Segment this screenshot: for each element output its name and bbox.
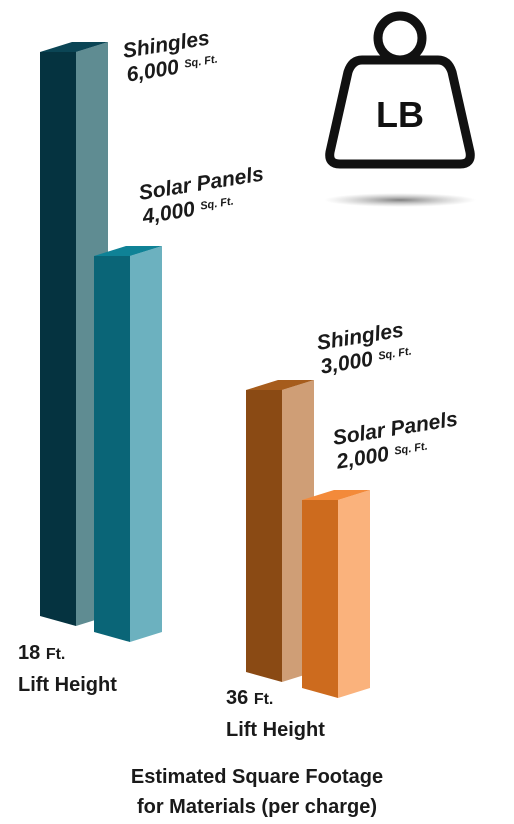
bar-18ft-solar-panels — [94, 246, 162, 642]
bar-front-face — [302, 500, 338, 698]
weight-icon: LB — [324, 11, 476, 207]
bar-top-face — [302, 490, 370, 500]
bar-label-unit: Sq. Ft. — [393, 440, 428, 457]
caption-line-1: Estimated Square Footage — [130, 766, 384, 788]
bar-label-unit: Sq. Ft. — [183, 53, 218, 70]
bar-label-name: Solar Panels — [331, 408, 459, 450]
lift-value: 18 — [18, 642, 41, 664]
lift-height-36: 36 Ft. Lift Height — [226, 683, 325, 745]
bar-top-face — [40, 42, 108, 52]
bar-top-face — [94, 246, 162, 256]
bar-label-solar-panels: Solar Panels2,000 Sq. Ft. — [330, 408, 463, 474]
lift-label: Lift Height — [18, 674, 117, 696]
chart-caption: Estimated Square Footage for Materials (… — [0, 762, 514, 822]
bar-label-solar-panels: Solar Panels4,000 Sq. Ft. — [136, 163, 269, 229]
bar-36ft-solar-panels — [302, 490, 370, 698]
lift-value: 36 — [226, 687, 249, 709]
bar-front-face — [40, 52, 76, 626]
weight-icon-label: LB — [376, 94, 424, 135]
lift-unit: Ft. — [45, 646, 66, 663]
bar-top-face — [246, 380, 314, 390]
bar-front-face — [246, 390, 282, 682]
lift-unit: Ft. — [253, 691, 274, 708]
bar-label-shingles: Shingles6,000 Sq. Ft. — [121, 26, 219, 87]
caption-line-2: for Materials (per charge) — [136, 796, 378, 818]
bar-label-name: Solar Panels — [137, 163, 265, 205]
bar-front-face — [94, 256, 130, 642]
bar-label-shingles: Shingles3,000 Sq. Ft. — [315, 318, 413, 379]
lift-height-18: 18 Ft. Lift Height — [18, 638, 117, 700]
lift-label: Lift Height — [226, 719, 325, 741]
bar-label-unit: Sq. Ft. — [377, 345, 412, 362]
bar-side-face — [130, 246, 162, 642]
bar-label-unit: Sq. Ft. — [199, 195, 234, 212]
bar-side-face — [338, 490, 370, 698]
